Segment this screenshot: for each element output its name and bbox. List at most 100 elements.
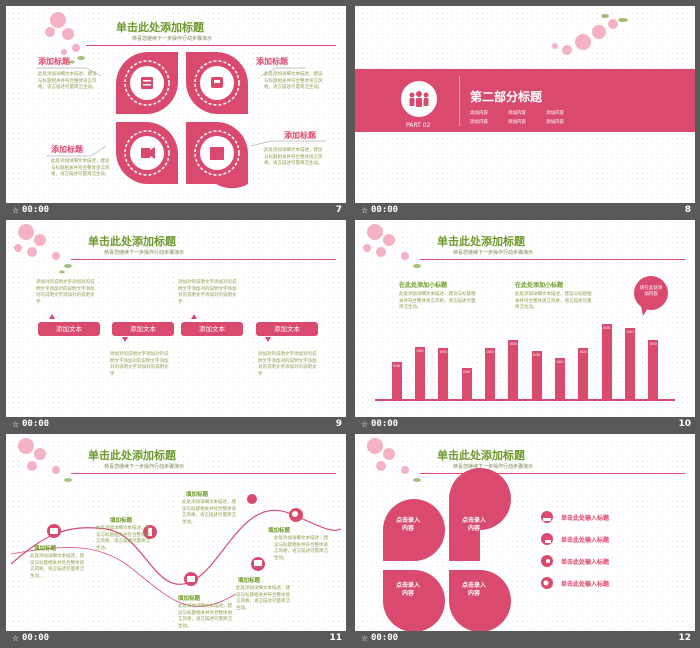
section-item: 添加内容: [470, 111, 488, 116]
chart-bar: [438, 348, 449, 399]
people-icon: [409, 91, 429, 107]
timeline-label-2: 填加标题: [110, 518, 133, 524]
item-text-3: 单击此处输入标题: [561, 559, 610, 566]
slide-subtitle: 恭喜您继续下一步操作行动步骤演示: [132, 36, 213, 42]
add-title-label-1: 添加标题: [38, 57, 70, 66]
petal-text-3: 点击录入内容: [395, 582, 420, 597]
slide-thumbnail-8[interactable]: PART 02 第二部分标题 添加内容 添加内容 添加内容添加内容 添加内容 添加内容 …: [355, 6, 695, 219]
slide-11-meta: ☆ 00:00 11: [6, 632, 346, 647]
timeline-label-5: 填加标题: [178, 596, 201, 602]
slide-title: 单击此处添加标题: [88, 449, 176, 462]
transition-icon: ☆: [12, 634, 20, 643]
chart-bar-label: 000: [603, 324, 611, 330]
slide-subtitle: 恭喜您继续下一步操作行动步骤演示: [104, 464, 185, 470]
slide-thumbnail-11[interactable]: 单击此处添加标题 恭喜您继续下一步操作行动步骤演示 填加标题 此处添加详细文本描…: [6, 434, 346, 647]
slide-10-meta: ☆ 00:00 10: [355, 418, 695, 433]
slide-subtitle: 恭喜您继续下一步操作行动步骤演示: [104, 250, 185, 256]
flower-decoration: [45, 12, 85, 64]
subheading-body-1: 此处添加详细文本描述，建议与标题相关并符合整体语言风格，语言描述尽量简洁生动。: [399, 292, 476, 310]
slide-8-meta: ☆ 00:00 8: [355, 204, 695, 219]
slide-subtitle: 恭喜您继续下一步操作行动步骤演示: [453, 464, 534, 470]
chart-bar-label: 000: [439, 349, 447, 355]
section-item: 添加内容: [546, 120, 564, 125]
banner-divider: [459, 76, 460, 126]
section-item: 添加内容: [546, 111, 564, 116]
slide-duration: 00:00: [371, 419, 399, 429]
slide-thumbnail-9[interactable]: 单击此处添加标题 恭喜您继续下一步操作行动步骤演示 添加对的说明文字添加对的说明…: [6, 220, 346, 433]
callout-text: 请在此处添加内容: [639, 286, 663, 297]
flower-decoration: [363, 224, 421, 268]
title-rule: [86, 45, 336, 46]
transition-icon: ☆: [361, 420, 369, 429]
flower-decoration: [552, 14, 628, 55]
slide-thumbnail-12[interactable]: 单击此处添加标题 恭喜您继续下一步操作行动步骤演示 点击录入内容 点击录入内容 …: [355, 434, 695, 647]
slide-number: 7: [335, 205, 342, 215]
timeline-text-1: 此处添加详细文本描述，建议与标题相关并符合整体语言风格，语言描述尽量简洁生动。: [30, 554, 84, 579]
gear-flower-graphic: [36, 52, 326, 189]
item-text-4: 单击此处输入标题: [561, 581, 610, 588]
slide-8-canvas: PART 02 第二部分标题 添加内容 添加内容 添加内容添加内容 添加内容 添加内容: [355, 6, 695, 203]
title-rule: [71, 473, 336, 474]
timeline-text-4: 此处添加详细文本描述，建议与标题相关并符合整体语言风格，语言描述尽量简洁生动。: [274, 536, 328, 561]
chart-bar-label: 000: [556, 359, 564, 364]
chart-bar: [415, 347, 425, 399]
subheading-2: 在此处添加小标题: [515, 282, 564, 289]
pill-text-bottom-1: 添加对的说明文字添加对的说明文字添加对的说明文字添加对的说明文字添加对的说明文字: [110, 352, 169, 377]
flower-decoration: [14, 224, 72, 274]
wave-timeline: [10, 494, 342, 607]
slide-subtitle: 恭喜您继续下一步操作行动步骤演示: [453, 250, 534, 256]
slide-number: 8: [684, 205, 691, 215]
petal-text-1: 点击录入内容: [395, 517, 420, 532]
timeline-label-1: 填加标题: [34, 546, 57, 552]
section-item: 添加内容: [508, 120, 526, 125]
slide-12-meta: ☆ 00:00 12: [355, 632, 695, 647]
slide-duration: 00:00: [371, 633, 399, 643]
slide-title: 单击此处添加标题: [88, 235, 176, 248]
section-title: 第二部分标题: [470, 90, 543, 104]
chart-bar-label: 000: [649, 340, 657, 346]
slide-thumbnail-7[interactable]: 单击此处添加标题 恭喜您继续下一步操作行动步骤演示: [6, 6, 346, 219]
slide-12-canvas: 单击此处添加标题 恭喜您继续下一步操作行动步骤演示 点击录入内容 点击录入内容 …: [355, 434, 695, 631]
petal-text-2: 点击录入内容: [461, 517, 486, 532]
part-label: PART 02: [406, 122, 431, 129]
slide-number: 10: [678, 419, 691, 429]
chart-bar: [578, 348, 589, 399]
slide-9-canvas: 单击此处添加标题 恭喜您继续下一步操作行动步骤演示 添加对的说明文字添加对的说明…: [6, 220, 346, 417]
add-title-label-3: 添加标题: [51, 145, 83, 154]
chart-bar-label: 000: [579, 349, 587, 355]
chart-bar: [485, 348, 495, 399]
body-text-4: 此处添加详细文本描述，建议与标题相关并符合整体语言风格，语言描述尽量简洁生动。: [264, 148, 323, 166]
chart-bar: [391, 362, 402, 399]
add-title-label-2: 添加标题: [256, 57, 288, 66]
section-items: 添加内容 添加内容 添加内容添加内容 添加内容 添加内容: [470, 109, 590, 127]
slide-title: 单击此处添加标题: [437, 449, 525, 462]
transition-icon: ☆: [361, 634, 369, 643]
item-text-2: 单击此处输入标题: [561, 537, 610, 544]
slide-thumbnail-10[interactable]: 单击此处添加标题 恭喜您继续下一步操作行动步骤演示 在此处添加小标题 此处添加详…: [355, 220, 695, 433]
callout-pointer: [641, 306, 647, 316]
body-text-3: 此处添加详细文本描述，建议与标题相关并符合整体语言风格，语言描述尽量简洁生动。: [51, 159, 110, 177]
petal-text-4: 点击录入内容: [461, 582, 486, 597]
chart-bar: [601, 323, 612, 399]
pill-pointers: [49, 314, 271, 342]
slide-duration: 00:00: [22, 205, 50, 215]
chart-bar-label: 000: [463, 368, 471, 374]
four-petal-graphic: [383, 468, 511, 631]
slide-number: 9: [335, 419, 342, 429]
item-bullets: [541, 511, 553, 589]
timeline-text-5: 此处添加详细文本描述，建议与标题相关并符合整体语言风格，语言描述尽量简洁生动。: [178, 604, 232, 629]
slide-title: 单击此处添加标题: [437, 235, 525, 248]
transition-icon: ☆: [361, 206, 369, 215]
chart-bar: [625, 328, 635, 399]
timeline-label-4: 填加标题: [268, 528, 291, 534]
transition-icon: ☆: [12, 206, 20, 215]
timeline-text-3: 此处添加详细文本描述，建议与标题相关并符合整体语言风格，语言描述尽量简洁生动。: [182, 500, 236, 525]
item-text-1: 单击此处输入标题: [561, 515, 610, 522]
section-item: 添加内容: [508, 111, 526, 116]
chart-bar: [461, 367, 472, 399]
slide-duration: 00:00: [22, 633, 50, 643]
chart-bar-label: 000: [486, 349, 494, 355]
pill-text-top-1: 添加对的说明文字添加对的说明文字添加对的说明文字添加对的说明文字添加对的说明文字: [36, 280, 95, 305]
slide-number: 12: [678, 633, 691, 643]
flower-decoration: [18, 438, 72, 482]
